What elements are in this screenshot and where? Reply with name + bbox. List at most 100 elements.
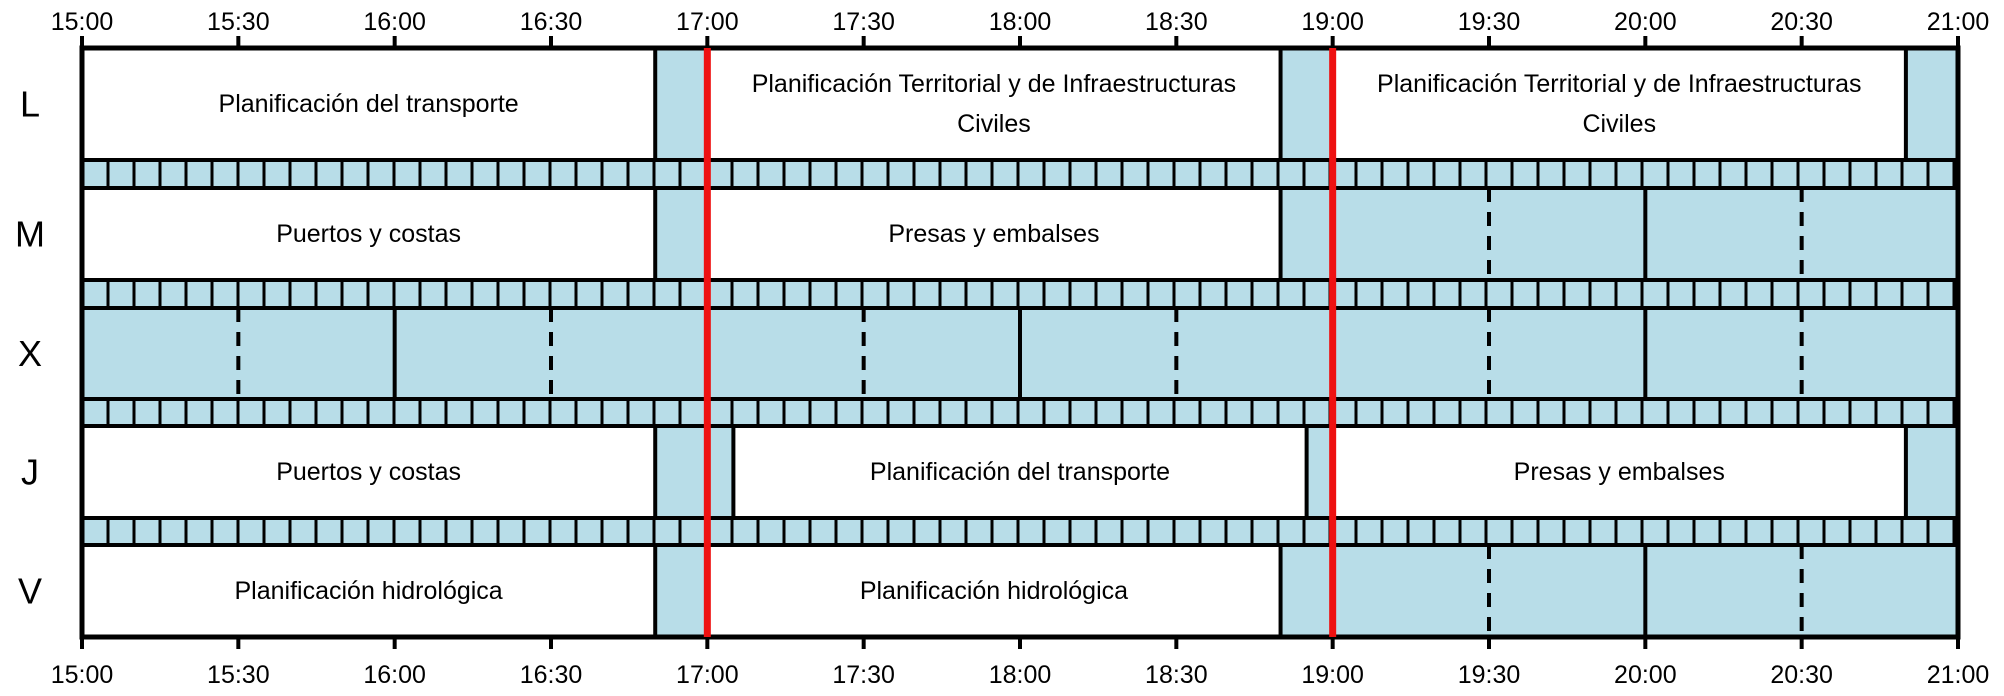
class-title: Planificación del transporte xyxy=(870,458,1170,486)
separator-cell xyxy=(834,397,864,428)
class-block[interactable]: Puertos y costas xyxy=(80,424,658,520)
separator-cell xyxy=(938,278,968,310)
separator-cell xyxy=(678,278,708,310)
separator-cell xyxy=(1718,397,1748,428)
separator-cell xyxy=(1874,158,1904,190)
separator-cell xyxy=(730,516,760,547)
separator-cell xyxy=(626,516,656,547)
separator-cell xyxy=(574,278,604,310)
separator-cell xyxy=(1172,397,1202,428)
separator-cell xyxy=(782,397,812,428)
separator-cell xyxy=(1224,158,1254,190)
class-block[interactable]: Planificación del transporte xyxy=(731,424,1309,520)
day-label: J xyxy=(21,452,39,493)
class-block-box[interactable] xyxy=(1330,46,1908,162)
separator-cell xyxy=(392,516,422,547)
separator-cell xyxy=(1510,158,1540,190)
separator-cell xyxy=(1068,278,1098,310)
day-label: M xyxy=(15,214,45,255)
separator-cell xyxy=(886,278,916,310)
class-block[interactable]: Puertos y costas xyxy=(80,186,658,282)
separator-cell xyxy=(990,278,1020,310)
time-tick-label: 16:00 xyxy=(363,661,426,689)
separator-cell xyxy=(444,278,474,310)
separator-cell xyxy=(1016,397,1046,428)
separator-cell xyxy=(158,158,188,190)
separator-cell xyxy=(1354,397,1384,428)
row-separator xyxy=(80,397,1960,428)
separator-cell xyxy=(756,158,786,190)
separator-cell xyxy=(1796,397,1826,428)
class-block-box[interactable] xyxy=(705,46,1283,162)
time-tick-label: 16:30 xyxy=(520,8,583,36)
separator-cell xyxy=(262,516,292,547)
separator-cell xyxy=(522,278,552,310)
separator-cell xyxy=(106,397,136,428)
separator-cell xyxy=(1692,516,1722,547)
separator-cell xyxy=(158,516,188,547)
separator-cell xyxy=(1068,158,1098,190)
separator-cell xyxy=(288,397,318,428)
separator-cell xyxy=(1432,516,1462,547)
separator-cell xyxy=(626,278,656,310)
separator-cell xyxy=(1484,278,1514,310)
separator-cell xyxy=(1406,397,1436,428)
class-block[interactable]: Planificación del transporte xyxy=(80,46,658,162)
separator-cell xyxy=(314,397,344,428)
separator-cell xyxy=(496,397,526,428)
separator-cell xyxy=(1406,516,1436,547)
separator-cell xyxy=(1926,278,1956,310)
separator-cell xyxy=(1016,158,1046,190)
separator-cell xyxy=(756,516,786,547)
separator-cell xyxy=(210,158,240,190)
separator-cell xyxy=(1666,397,1696,428)
separator-cell xyxy=(1900,158,1930,190)
separator-cell xyxy=(1666,278,1696,310)
separator-cell xyxy=(496,516,526,547)
separator-cell xyxy=(1770,397,1800,428)
separator-cell xyxy=(678,516,708,547)
separator-cell xyxy=(1172,516,1202,547)
separator-cell xyxy=(1744,397,1774,428)
separator-cell xyxy=(964,158,994,190)
separator-cell xyxy=(418,278,448,310)
separator-cell xyxy=(860,516,890,547)
separator-cell xyxy=(106,516,136,547)
separator-cell xyxy=(288,278,318,310)
separator-cell xyxy=(1536,158,1566,190)
class-block[interactable]: Planificación hidrológica xyxy=(705,543,1283,639)
separator-cell xyxy=(470,397,500,428)
separator-cell xyxy=(132,158,162,190)
class-block[interactable]: Planificación Territorial y de Infraestr… xyxy=(1330,46,1908,162)
separator-cell xyxy=(1458,397,1488,428)
row-separator xyxy=(80,278,1960,310)
separator-cell xyxy=(1614,516,1644,547)
separator-cell xyxy=(1042,516,1072,547)
class-block[interactable]: Planificación Territorial y de Infraestr… xyxy=(705,46,1283,162)
class-block-box[interactable] xyxy=(80,186,658,282)
separator-cell xyxy=(1718,516,1748,547)
separator-cell xyxy=(210,397,240,428)
class-block[interactable]: Presas y embalses xyxy=(705,186,1283,282)
class-title: Puertos y costas xyxy=(276,220,461,248)
separator-cell xyxy=(80,278,110,310)
separator-cell xyxy=(1822,278,1852,310)
separator-cell xyxy=(1640,278,1670,310)
separator-cell xyxy=(236,397,266,428)
separator-cell xyxy=(730,278,760,310)
separator-cell xyxy=(1120,278,1150,310)
separator-cell xyxy=(366,397,396,428)
separator-cell xyxy=(1354,516,1384,547)
separator-cell xyxy=(340,397,370,428)
separator-cell xyxy=(1068,397,1098,428)
separator-cell xyxy=(1380,158,1410,190)
class-block[interactable]: Planificación hidrológica xyxy=(80,543,658,639)
separator-cell xyxy=(964,278,994,310)
separator-cell xyxy=(470,278,500,310)
class-block-box[interactable] xyxy=(80,424,658,520)
separator-cell xyxy=(1406,158,1436,190)
class-block[interactable]: Presas y embalses xyxy=(1330,424,1908,520)
time-tick-label: 17:00 xyxy=(676,8,739,36)
separator-cell xyxy=(1250,278,1280,310)
